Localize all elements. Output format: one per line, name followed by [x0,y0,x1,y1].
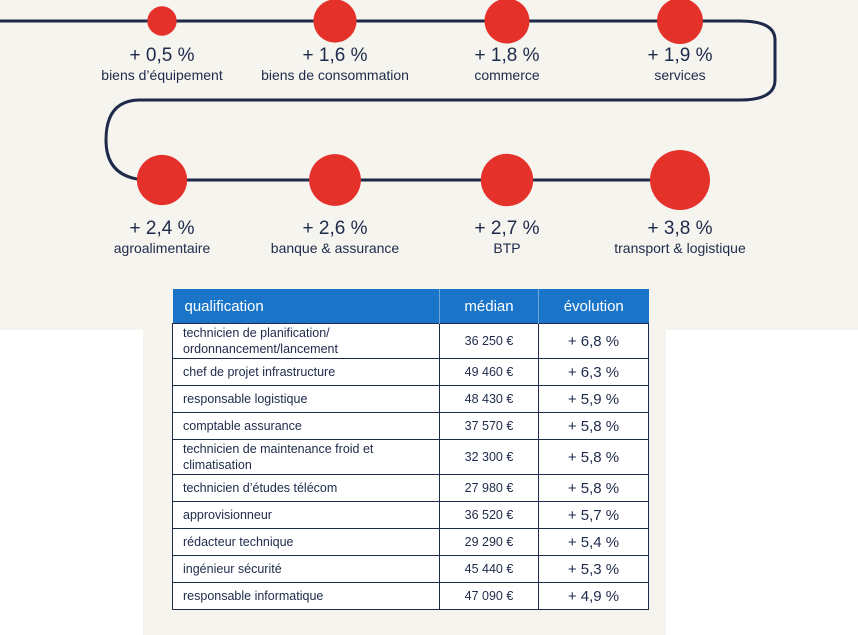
sector-label: biens de consommation [261,67,409,83]
growth-stat: + 1,9 % services [648,45,713,84]
growth-stat: + 0,5 % biens d’équipement [101,45,222,84]
evolution-cell: + 6,3 % [538,358,649,386]
connector-path [0,19,777,182]
evolution-cell: + 5,3 % [538,555,649,583]
growth-point [136,154,188,206]
growth-point [657,0,703,44]
median-cell: 48 430 € [439,385,539,413]
growth-stat: + 2,7 % BTP [475,218,540,257]
table-row: chef de projet infrastructure 49 460 € + 6… [172,358,649,386]
sector-label: transport & logistique [614,240,746,256]
sector-label: agroalimentaire [113,240,211,256]
growth-value: + 3,8 % [647,218,713,239]
median-cell: 45 440 € [439,555,539,583]
table-row: approvisionneur 36 520 € + 5,7 % [172,501,649,529]
median-cell: 36 250 € [439,323,539,359]
sector-label: biens d’équipement [101,67,223,83]
table-row: responsable informatique 47 090 € + 4,9 % [172,582,649,610]
evolution-cell: + 5,4 % [538,528,649,556]
qualification-cell: technicien d’études télécom [172,474,440,502]
table-row: responsable logistique 48 430 € + 5,9 % [172,385,649,413]
evolution-cell: + 5,8 % [538,474,649,502]
median-cell: 47 090 € [439,582,539,610]
median-cell: 27 980 € [439,474,539,502]
table-row: ingénieur sécurité 45 440 € + 5,3 % [172,555,649,583]
growth-point [309,154,361,206]
evolution-cell: + 4,9 % [538,582,649,610]
growth-point [313,0,357,43]
table-header-row: qualification médian évolution [172,289,649,324]
qualification-cell: technicien de maintenance froid et clima… [172,439,440,475]
growth-point [650,150,710,210]
growth-value: + 1,8 % [474,45,540,66]
growth-stat: + 1,8 % commerce [474,45,539,84]
qualification-cell: rédacteur technique [172,528,440,556]
table-row: technicien de maintenance froid et clima… [172,439,649,475]
qualification-cell: responsable informatique [172,582,440,610]
evolution-cell: + 6,8 % [538,323,649,359]
salary-table: qualification médian évolution technicie… [172,289,649,610]
table-row: technicien de planification/ ordonnancem… [172,323,649,359]
median-cell: 29 290 € [439,528,539,556]
growth-point [147,6,177,36]
growth-point [480,153,534,207]
qualification-cell: approvisionneur [172,501,440,529]
evolution-cell: + 5,7 % [538,501,649,529]
growth-stat: + 3,8 % transport & logistique [614,218,746,257]
table-row: rédacteur technique 29 290 € + 5,4 % [172,528,649,556]
median-cell: 36 520 € [439,501,539,529]
qualification-cell: comptable assurance [172,412,440,440]
qualification-cell: ingénieur sécurité [172,555,440,583]
growth-chart [0,0,777,210]
growth-value: + 2,6 % [302,218,368,239]
evolution-cell: + 5,9 % [538,385,649,413]
growth-value: + 2,7 % [474,218,540,239]
growth-value: + 1,6 % [302,45,368,66]
column-header-evolution: évolution [538,289,649,324]
evolution-cell: + 5,8 % [538,412,649,440]
sector-label: commerce [474,67,540,83]
median-cell: 32 300 € [439,439,539,475]
growth-value: + 1,9 % [647,45,713,66]
sector-label: BTP [493,240,521,256]
sector-label: banque & assurance [270,240,400,256]
evolution-cell: + 5,8 % [538,439,649,475]
table-row: technicien d’études télécom 27 980 € + 5,8… [172,474,649,502]
growth-stat: + 2,4 % agroalimentaire [114,218,211,257]
column-header-qualification: qualification [172,289,440,324]
growth-value: + 2,4 % [129,218,195,239]
growth-value: + 0,5 % [129,45,195,66]
table-row: comptable assurance 37 570 € + 5,8 % [172,412,649,440]
qualification-cell: technicien de planification/ ordonnancem… [172,323,440,359]
growth-stat: + 1,6 % biens de consommation [261,45,409,84]
median-cell: 49 460 € [439,358,539,386]
column-header-median: médian [439,289,539,324]
qualification-cell: responsable logistique [172,385,440,413]
growth-stat: + 2,6 % banque & assurance [271,218,399,257]
sector-label: services [654,67,706,83]
growth-point [484,0,530,44]
median-cell: 37 570 € [439,412,539,440]
qualification-cell: chef de projet infrastructure [172,358,440,386]
